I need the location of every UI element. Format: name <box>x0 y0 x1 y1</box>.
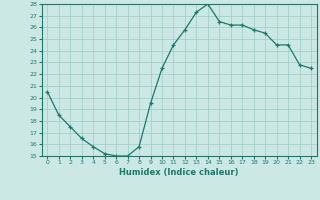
X-axis label: Humidex (Indice chaleur): Humidex (Indice chaleur) <box>119 168 239 177</box>
